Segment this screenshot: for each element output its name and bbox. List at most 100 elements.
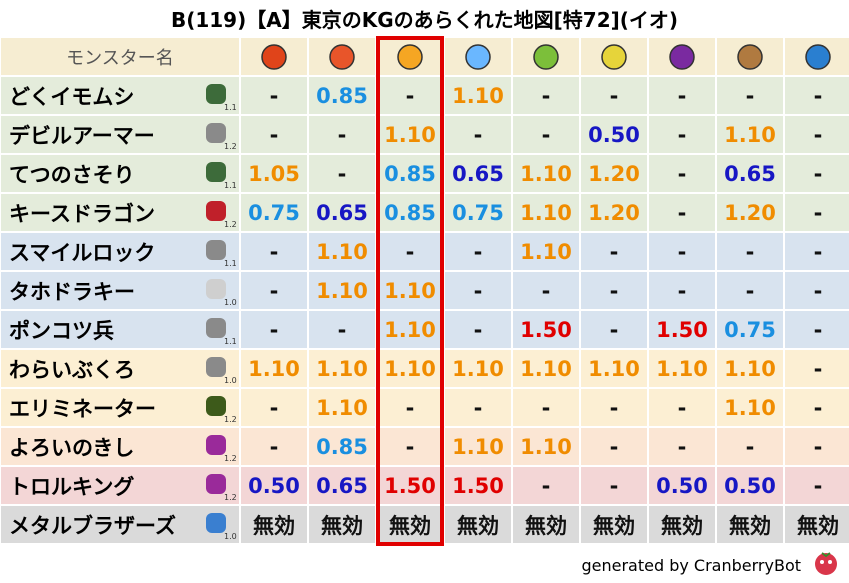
resistance-value: 0.50 [716, 466, 784, 505]
level: 1.0 [224, 376, 237, 385]
resistance-value: - [784, 271, 849, 310]
resistance-value: - [716, 76, 784, 115]
resistance-value: - [580, 466, 648, 505]
resistance-value: 1.10 [512, 193, 580, 232]
monster-icon [203, 81, 229, 107]
resistance-value: 1.50 [512, 310, 580, 349]
resistance-value: 1.20 [580, 193, 648, 232]
level: 1.1 [224, 103, 237, 112]
resistance-value: - [308, 154, 376, 193]
element-icon [784, 37, 849, 76]
monster-icon [203, 276, 229, 302]
resistance-value: - [444, 388, 512, 427]
resistance-value: 1.10 [308, 271, 376, 310]
bot-icon [815, 552, 837, 575]
resistance-value: 1.10 [512, 232, 580, 271]
level: 1.1 [224, 337, 237, 346]
level: 1.2 [224, 220, 237, 229]
resistance-value: - [512, 271, 580, 310]
resistance-value: 無効 [444, 505, 512, 544]
resistance-value: - [240, 388, 308, 427]
resistance-value: 無効 [240, 505, 308, 544]
resistance-value: - [512, 115, 580, 154]
resistance-value: 0.50 [648, 466, 716, 505]
footer: generated by CranberryBot [581, 556, 801, 575]
element-icon [308, 37, 376, 76]
resistance-value: - [784, 76, 849, 115]
resistance-value: - [784, 232, 849, 271]
resistance-value: - [240, 76, 308, 115]
resistance-value: 1.10 [716, 115, 784, 154]
resistance-value: - [444, 310, 512, 349]
element-icon [580, 37, 648, 76]
resistance-value: - [308, 310, 376, 349]
resistance-value: 0.85 [376, 154, 444, 193]
resistance-value: - [648, 427, 716, 466]
resistance-value: 1.10 [512, 427, 580, 466]
resistance-value: 0.50 [580, 115, 648, 154]
level: 1.0 [224, 298, 237, 307]
resistance-value: - [580, 427, 648, 466]
resistance-value: - [784, 154, 849, 193]
resistance-value: - [784, 310, 849, 349]
resistance-value: 1.10 [444, 349, 512, 388]
level: 1.2 [224, 142, 237, 151]
level: 1.2 [224, 493, 237, 502]
monster-icon [203, 354, 229, 380]
resistance-value: 1.05 [240, 154, 308, 193]
resistance-value: - [784, 466, 849, 505]
resistance-value: 1.20 [580, 154, 648, 193]
resistance-value: 1.50 [444, 466, 512, 505]
resistance-value: - [512, 388, 580, 427]
resistance-value: - [580, 76, 648, 115]
resistance-value: - [444, 115, 512, 154]
resistance-value: - [240, 115, 308, 154]
monster-icon [203, 315, 229, 341]
resistance-value: 1.10 [308, 232, 376, 271]
resistance-value: 0.65 [308, 193, 376, 232]
resistance-value: - [240, 310, 308, 349]
monster-name: わらいぶくろ [0, 349, 240, 388]
monster-icon [203, 159, 229, 185]
resistance-value: 1.10 [512, 349, 580, 388]
resistance-value: - [240, 232, 308, 271]
monster-icon [203, 198, 229, 224]
element-icon [716, 37, 784, 76]
resistance-value: 0.85 [376, 193, 444, 232]
resistance-value: 1.10 [512, 154, 580, 193]
resistance-value: 1.10 [376, 349, 444, 388]
monster-name: キースドラゴン [0, 193, 240, 232]
resistance-value: - [716, 232, 784, 271]
element-icon [648, 37, 716, 76]
resistance-value: 0.75 [716, 310, 784, 349]
resistance-value: 無効 [308, 505, 376, 544]
resistance-value: 1.10 [648, 349, 716, 388]
resistance-value: - [240, 271, 308, 310]
resistance-value: - [648, 76, 716, 115]
resistance-value: 1.10 [376, 271, 444, 310]
resistance-value: - [512, 76, 580, 115]
monster-icon [203, 432, 229, 458]
resistance-value: - [784, 388, 849, 427]
monster-icon [203, 510, 229, 536]
resistance-value: - [784, 193, 849, 232]
level: 1.0 [224, 532, 237, 541]
resistance-value: 0.50 [240, 466, 308, 505]
resistance-value: - [648, 193, 716, 232]
monster-name: ポンコツ兵 [0, 310, 240, 349]
resistance-value: - [376, 388, 444, 427]
monster-icon [203, 471, 229, 497]
resistance-value: 0.65 [716, 154, 784, 193]
element-icon [512, 37, 580, 76]
resistance-value: 1.10 [444, 76, 512, 115]
resistance-value: 1.10 [376, 115, 444, 154]
resistance-value: - [648, 154, 716, 193]
resistance-value: 無効 [512, 505, 580, 544]
resistance-value: 1.20 [716, 193, 784, 232]
resistance-value: 1.10 [444, 427, 512, 466]
resistance-value: - [580, 388, 648, 427]
resistance-value: - [580, 232, 648, 271]
resistance-value: 0.75 [444, 193, 512, 232]
resistance-value: - [784, 427, 849, 466]
resistance-value: - [444, 271, 512, 310]
